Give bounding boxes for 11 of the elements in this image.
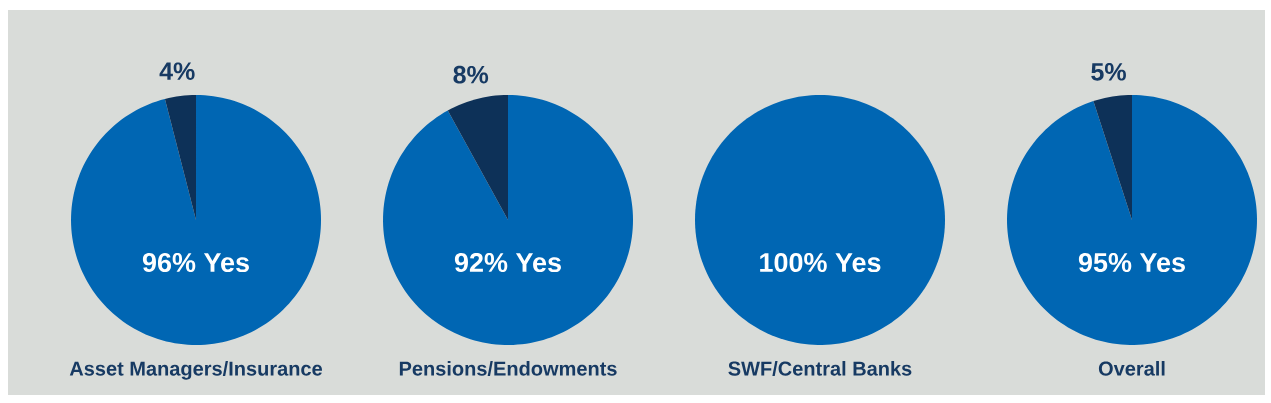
data-label: 96% Yes [142,252,249,273]
data-label: 8% [453,65,489,84]
text: Overall [1098,361,1165,376]
data-label: 95% Yes [1078,252,1185,273]
data-label: 92% Yes [454,252,561,273]
data-label: 4% [159,62,195,80]
text: Asset Managers/Insurance [69,361,323,380]
text: Pensions/Endowments [399,361,617,376]
data-label: 5% [1091,63,1126,81]
data-label: 100% Yes [760,252,881,273]
text: SWF/Central Banks [728,361,912,376]
